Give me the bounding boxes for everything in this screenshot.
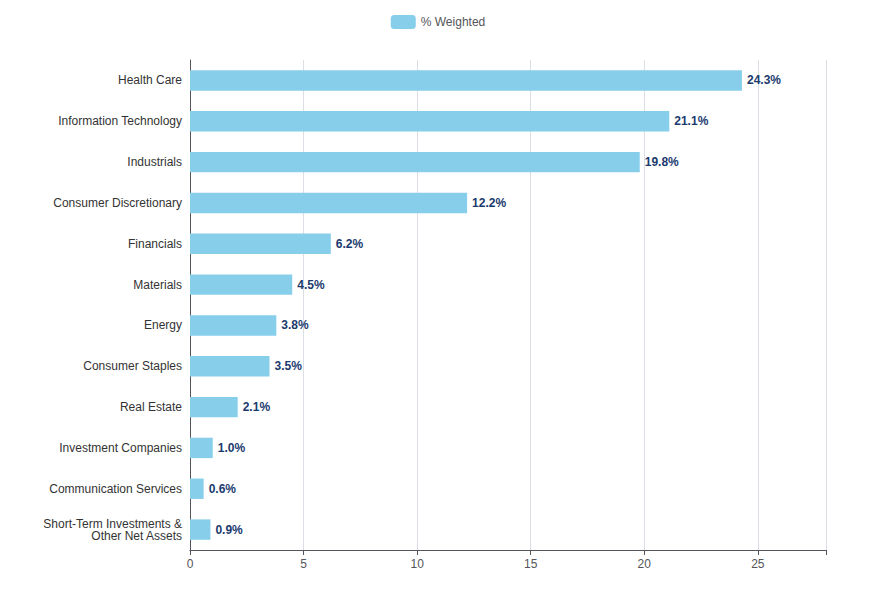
svg-text:24.3%: 24.3% xyxy=(747,73,781,87)
svg-text:12.2%: 12.2% xyxy=(472,196,506,210)
svg-text:Short-Term Investments &: Short-Term Investments & xyxy=(43,516,182,531)
svg-text:Health Care: Health Care xyxy=(118,73,182,87)
svg-text:Financials: Financials xyxy=(128,237,182,251)
svg-text:Other Net Assets: Other Net Assets xyxy=(91,529,182,543)
svg-text:3.8%: 3.8% xyxy=(281,318,309,332)
svg-text:Consumer Discretionary: Consumer Discretionary xyxy=(53,196,182,210)
svg-text:15: 15 xyxy=(524,557,538,571)
svg-text:25: 25 xyxy=(751,557,765,571)
svg-text:% Weighted: % Weighted xyxy=(421,15,485,29)
svg-text:Energy: Energy xyxy=(144,318,182,332)
svg-text:Real Estate: Real Estate xyxy=(120,400,182,414)
svg-text:Investment Companies: Investment Companies xyxy=(59,441,182,455)
svg-text:Consumer Staples: Consumer Staples xyxy=(83,359,182,373)
svg-text:2.1%: 2.1% xyxy=(243,400,271,414)
svg-text:Materials: Materials xyxy=(133,278,182,292)
svg-text:6.2%: 6.2% xyxy=(336,237,364,251)
svg-text:Information Technology: Information Technology xyxy=(58,114,182,128)
svg-text:21.1%: 21.1% xyxy=(674,114,708,128)
svg-text:3.5%: 3.5% xyxy=(275,359,303,373)
svg-text:4.5%: 4.5% xyxy=(297,278,325,292)
svg-text:19.8%: 19.8% xyxy=(645,155,679,169)
svg-text:0: 0 xyxy=(187,557,194,571)
svg-text:10: 10 xyxy=(410,557,424,571)
svg-text:5: 5 xyxy=(300,557,307,571)
svg-text:1.0%: 1.0% xyxy=(218,441,246,455)
svg-text:20: 20 xyxy=(638,557,652,571)
svg-text:0.9%: 0.9% xyxy=(215,523,243,537)
svg-text:0.6%: 0.6% xyxy=(209,482,237,496)
svg-text:Communication Services: Communication Services xyxy=(49,482,182,496)
svg-text:Industrials: Industrials xyxy=(127,155,182,169)
